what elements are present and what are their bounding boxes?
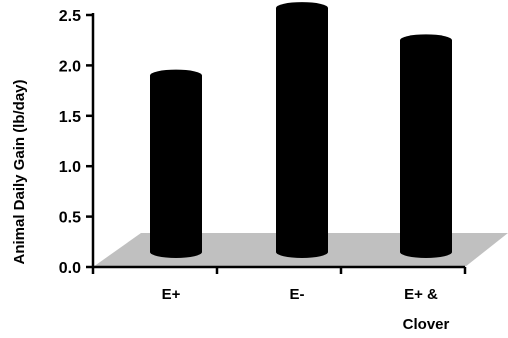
x-category-label: E+ & (404, 286, 438, 303)
x-category-label: E- (290, 286, 305, 303)
chart-labels: 0.0 0.5 1.0 1.5 2.0 2.5 E+ E- E+ & Clover (59, 8, 450, 333)
chart-axes (86, 13, 467, 274)
bar-body (150, 75, 202, 258)
bar-1 (150, 69, 202, 258)
bar-top (276, 2, 328, 15)
x-category-label: Clover (403, 316, 450, 333)
y-tick-label: 0.5 (59, 210, 81, 227)
x-category-label: E+ (162, 286, 181, 303)
chart-bars (150, 2, 452, 259)
y-axis-label: Animal Daily Gain (lb/day) (11, 79, 28, 264)
y-tick-label: 0.0 (59, 260, 81, 277)
y-tick-label: 2.5 (59, 8, 81, 25)
bar-body (400, 40, 452, 258)
bar-3 (400, 34, 452, 258)
bar-top (400, 34, 452, 47)
y-tick-label: 1.0 (59, 159, 81, 176)
y-tick-label: 1.5 (59, 109, 81, 126)
bar-2 (276, 2, 328, 259)
y-tick-label: 2.0 (59, 58, 81, 75)
bar-top (150, 69, 202, 82)
bar-body (276, 8, 328, 259)
